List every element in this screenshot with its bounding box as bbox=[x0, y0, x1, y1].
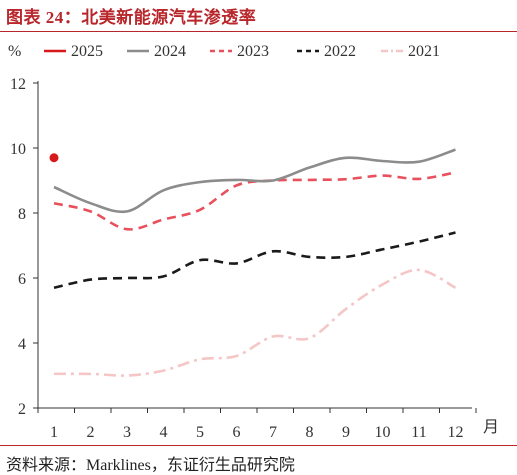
x-tick-label: 2 bbox=[87, 424, 95, 441]
y-tick-label: 2 bbox=[18, 401, 26, 418]
source-rule bbox=[0, 445, 517, 446]
figure-title: 图表 24：北美新能源汽车渗透率 bbox=[6, 8, 257, 27]
x-tick-label: 9 bbox=[342, 424, 350, 441]
x-tick-label: 3 bbox=[123, 424, 131, 441]
x-tick-label: 8 bbox=[306, 424, 314, 441]
legend-label-2022: 2022 bbox=[324, 43, 356, 60]
y-axis-unit: % bbox=[8, 43, 21, 60]
legend-label-2021: 2021 bbox=[408, 43, 440, 60]
series-2021-line bbox=[53, 268, 457, 377]
legend-label-2025: 2025 bbox=[71, 43, 103, 60]
series-2024-line bbox=[53, 148, 456, 214]
x-tick-label: 10 bbox=[375, 424, 391, 441]
x-tick-label: 4 bbox=[160, 424, 168, 441]
x-tick-label: 6 bbox=[233, 424, 241, 441]
x-tick-label: 5 bbox=[196, 424, 204, 441]
series-2025-point bbox=[49, 153, 59, 163]
source-note: 资料来源：Marklines，东证衍生品研究院 bbox=[6, 457, 295, 474]
series-2022-line bbox=[53, 231, 456, 290]
x-tick-label: 11 bbox=[411, 424, 426, 441]
legend-label-2024: 2024 bbox=[154, 43, 186, 60]
legend-label-2023: 2023 bbox=[237, 43, 269, 60]
y-tick-label: 4 bbox=[18, 336, 26, 353]
y-tick-label: 10 bbox=[10, 141, 26, 158]
y-tick-label: 12 bbox=[10, 76, 26, 93]
x-tick-label: 1 bbox=[50, 424, 58, 441]
y-tick-label: 8 bbox=[18, 206, 26, 223]
x-tick-label: 12 bbox=[448, 424, 464, 441]
x-tick-label: 7 bbox=[269, 424, 277, 441]
y-tick-label: 6 bbox=[18, 271, 26, 288]
title-rule bbox=[0, 31, 517, 32]
x-axis-unit: 月 bbox=[483, 419, 499, 436]
